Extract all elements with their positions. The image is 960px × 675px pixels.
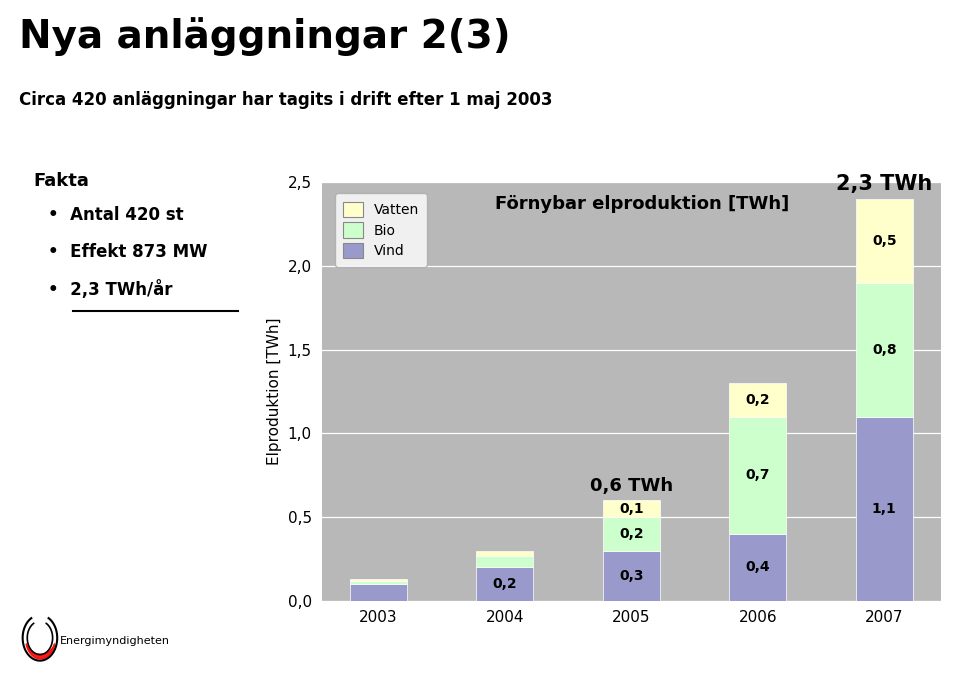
Text: 1,1: 1,1 (872, 502, 897, 516)
Bar (730, 534, 786, 601)
Bar (603, 551, 660, 601)
Text: 0,4: 0,4 (745, 560, 770, 574)
Text: •  Effekt 873 MW: • Effekt 873 MW (48, 243, 207, 261)
Text: 0,2: 0,2 (745, 393, 770, 407)
Text: Nya anläggningar 2(3): Nya anläggningar 2(3) (19, 17, 511, 56)
Text: 0,8: 0,8 (872, 343, 897, 356)
Text: 0,6 TWh: 0,6 TWh (589, 477, 673, 495)
Text: 0,7: 0,7 (746, 468, 770, 482)
Bar (855, 416, 913, 601)
Text: 0,5: 0,5 (872, 234, 897, 248)
Bar (349, 580, 407, 584)
Text: •  Antal 420 st: • Antal 420 st (48, 206, 183, 224)
Text: Fakta: Fakta (34, 172, 89, 190)
Bar (349, 584, 407, 601)
Text: Förnybar elproduktion [TWh]: Förnybar elproduktion [TWh] (495, 195, 789, 213)
Y-axis label: Elproduktion [TWh]: Elproduktion [TWh] (267, 318, 282, 465)
Legend: Vatten, Bio, Vind: Vatten, Bio, Vind (335, 193, 427, 267)
Text: 0,2: 0,2 (619, 526, 643, 541)
Text: Energimyndigheten: Energimyndigheten (60, 636, 170, 646)
Bar (476, 551, 533, 556)
Text: 0,1: 0,1 (619, 502, 643, 516)
Bar (730, 383, 786, 416)
Bar (855, 199, 913, 283)
Bar (476, 567, 533, 601)
Text: 0,2: 0,2 (492, 577, 517, 591)
Text: Circa 420 anläggningar har tagits i drift efter 1 maj 2003: Circa 420 anläggningar har tagits i drif… (19, 91, 553, 109)
Bar (603, 500, 660, 517)
Bar (730, 416, 786, 534)
Text: 0,3: 0,3 (619, 568, 643, 583)
Bar (476, 556, 533, 567)
Bar (349, 579, 407, 580)
Bar (603, 517, 660, 551)
Text: 2,3 TWh/år: 2,3 TWh/år (0, 674, 1, 675)
Bar (855, 283, 913, 416)
Text: 2,3 TWh: 2,3 TWh (836, 174, 932, 194)
Text: •  2,3 TWh/år: • 2,3 TWh/år (48, 280, 173, 299)
